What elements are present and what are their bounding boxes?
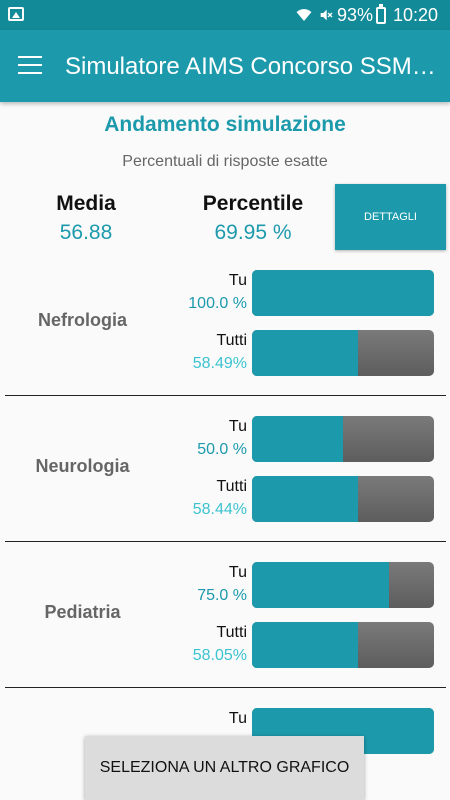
subject-row-neurologia: Neurologia Tu 50.0 % Tutti 58.44%	[0, 396, 450, 542]
progress-fill	[252, 416, 343, 462]
bar-caption: Tu	[228, 564, 247, 581]
subject-name: Nefrologia	[37, 310, 127, 330]
app-bar: Simulatore AIMS Concorso SSM…	[0, 30, 450, 102]
progress-bar	[252, 622, 434, 668]
subject-row-pediatria: Pediatria Tu 75.0 % Tutti 58.05%	[0, 542, 450, 688]
select-other-chart-button[interactable]: SELEZIONA UN ALTRO GRAFICO	[85, 736, 364, 800]
progress-fill	[252, 270, 434, 316]
bar-row-tu: Tu 75.0 %	[0, 560, 450, 610]
media-value: 56.88	[59, 221, 113, 244]
details-button[interactable]: DETTAGLI	[335, 184, 446, 250]
progress-fill	[252, 330, 359, 376]
bar-row-tutti: Tutti 58.49%	[0, 328, 450, 378]
bar-row-tu: Tu 100.0 %	[0, 268, 450, 318]
percentile-value: 69.95 %	[214, 221, 292, 244]
progress-bar	[252, 330, 434, 376]
media-stat: Media 56.88	[36, 192, 136, 245]
bar-caption: Tu	[228, 272, 247, 289]
bar-row-tu: Tu 50.0 %	[0, 414, 450, 464]
progress-fill	[252, 562, 389, 608]
bar-caption: Tutti	[216, 478, 247, 495]
subject-row-nefrologia: Nefrologia Tu 100.0 % Tutti 58.49%	[0, 250, 450, 396]
bar-percent: 100.0 %	[188, 295, 247, 312]
bar-caption: Tutti	[216, 332, 247, 349]
bar-row-tutti: Tutti 58.05%	[0, 620, 450, 670]
bar-percent: 58.49%	[192, 355, 247, 372]
progress-bar	[252, 476, 434, 522]
bar-caption: Tutti	[216, 624, 247, 641]
mute-icon	[320, 9, 333, 21]
bar-caption: Tu	[228, 710, 247, 727]
divider	[5, 541, 446, 542]
app-title: Simulatore AIMS Concorso SSM…	[65, 53, 436, 80]
hamburger-menu-icon[interactable]	[18, 56, 42, 74]
percentile-label: Percentile	[202, 192, 304, 215]
bar-percent: 75.0 %	[197, 587, 247, 604]
progress-fill	[252, 476, 359, 522]
bar-caption: Tu	[228, 418, 247, 435]
progress-bar	[252, 270, 434, 316]
page-heading: Andamento simulazione	[104, 113, 346, 136]
progress-fill	[252, 622, 358, 668]
wifi-icon	[296, 9, 312, 21]
media-label: Media	[56, 192, 116, 215]
image-icon	[8, 7, 24, 21]
subject-name: Neurologia	[35, 456, 130, 476]
battery-percent: 93%	[337, 5, 374, 25]
subject-name: Pediatria	[44, 602, 121, 622]
percentile-stat: Percentile 69.95 %	[188, 192, 318, 245]
progress-bar	[252, 562, 434, 608]
page-subheading: Percentuali di risposte esatte	[122, 153, 328, 170]
bar-percent: 58.44%	[192, 501, 247, 518]
battery-icon	[376, 4, 386, 24]
divider	[5, 395, 446, 396]
progress-bar	[252, 416, 434, 462]
divider	[5, 687, 446, 688]
bar-percent: 50.0 %	[197, 441, 247, 458]
bar-row-tutti: Tutti 58.44%	[0, 474, 450, 524]
bar-percent: 58.05%	[192, 647, 247, 664]
status-bar: 93% 10:20	[0, 0, 450, 30]
clock: 10:20	[393, 5, 439, 25]
